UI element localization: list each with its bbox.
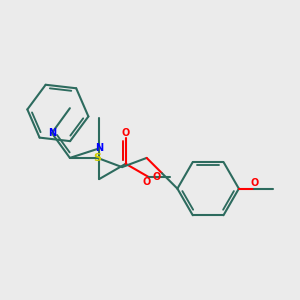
Text: O: O [152, 172, 160, 182]
Text: N: N [95, 143, 103, 153]
Text: O: O [250, 178, 258, 188]
Text: N: N [48, 128, 56, 138]
Text: O: O [122, 128, 130, 138]
Text: S: S [94, 153, 101, 163]
Text: O: O [143, 177, 151, 188]
